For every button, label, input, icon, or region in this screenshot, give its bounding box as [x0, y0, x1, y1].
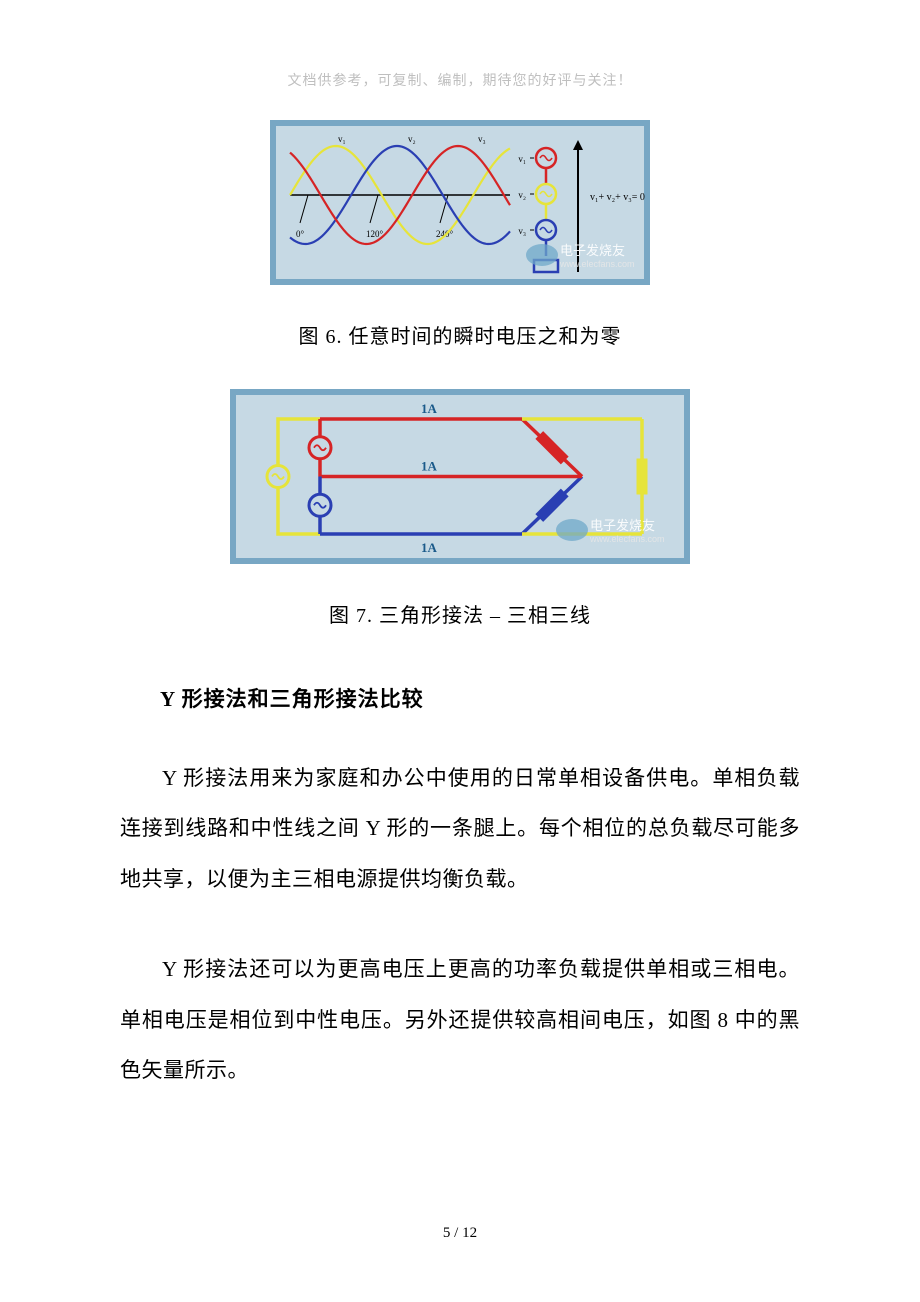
svg-text:v₃: v₃ [518, 226, 526, 236]
figure-6-caption: 图 6. 任意时间的瞬时电压之和为零 [120, 320, 800, 349]
svg-text:1A: 1A [421, 540, 438, 555]
figure-6: 0°120°240°v₁v₂v₃v₁v₂v₃v₁+ v₂+ v₃= 0电子发烧友… [120, 120, 800, 285]
svg-text:www.elecfans.com: www.elecfans.com [559, 259, 635, 269]
section-title: Y 形接法和三角形接法比较 [160, 683, 800, 713]
svg-text:v₃: v₃ [478, 134, 486, 144]
figure-6-svg: 0°120°240°v₁v₂v₃v₁v₂v₃v₁+ v₂+ v₃= 0电子发烧友… [270, 120, 650, 285]
svg-text:v₁: v₁ [518, 154, 526, 164]
paragraph-2: Y 形接法还可以为更高电压上更高的功率负载提供单相或三相电。单相电压是相位到中性… [120, 944, 800, 1095]
svg-text:www.elecfans.com: www.elecfans.com [589, 534, 665, 544]
figure-7: 1A 1A 1A 电子发烧友www.elecfans.com [120, 389, 800, 564]
svg-text:1A: 1A [421, 401, 438, 416]
page-number: 5 / 12 [0, 1225, 920, 1242]
svg-text:v₁+ v₂+ v₃= 0: v₁+ v₂+ v₃= 0 [590, 192, 645, 203]
paragraph-1: Y 形接法用来为家庭和办公中使用的日常单相设备供电。单相负载连接到线路和中性线之… [120, 753, 800, 904]
figure-7-svg: 1A 1A 1A 电子发烧友www.elecfans.com [230, 389, 690, 564]
header-note: 文档供参考，可复制、编制，期待您的好评与关注！ [0, 70, 920, 90]
svg-text:v₁: v₁ [338, 134, 346, 144]
svg-text:v₂: v₂ [518, 190, 526, 200]
svg-text:电子发烧友: 电子发烧友 [560, 243, 625, 258]
svg-text:1A: 1A [421, 459, 438, 474]
svg-text:0°: 0° [296, 229, 305, 239]
svg-text:v₂: v₂ [408, 134, 416, 144]
svg-text:电子发烧友: 电子发烧友 [590, 518, 655, 533]
figure-7-caption: 图 7. 三角形接法 – 三相三线 [120, 599, 800, 628]
